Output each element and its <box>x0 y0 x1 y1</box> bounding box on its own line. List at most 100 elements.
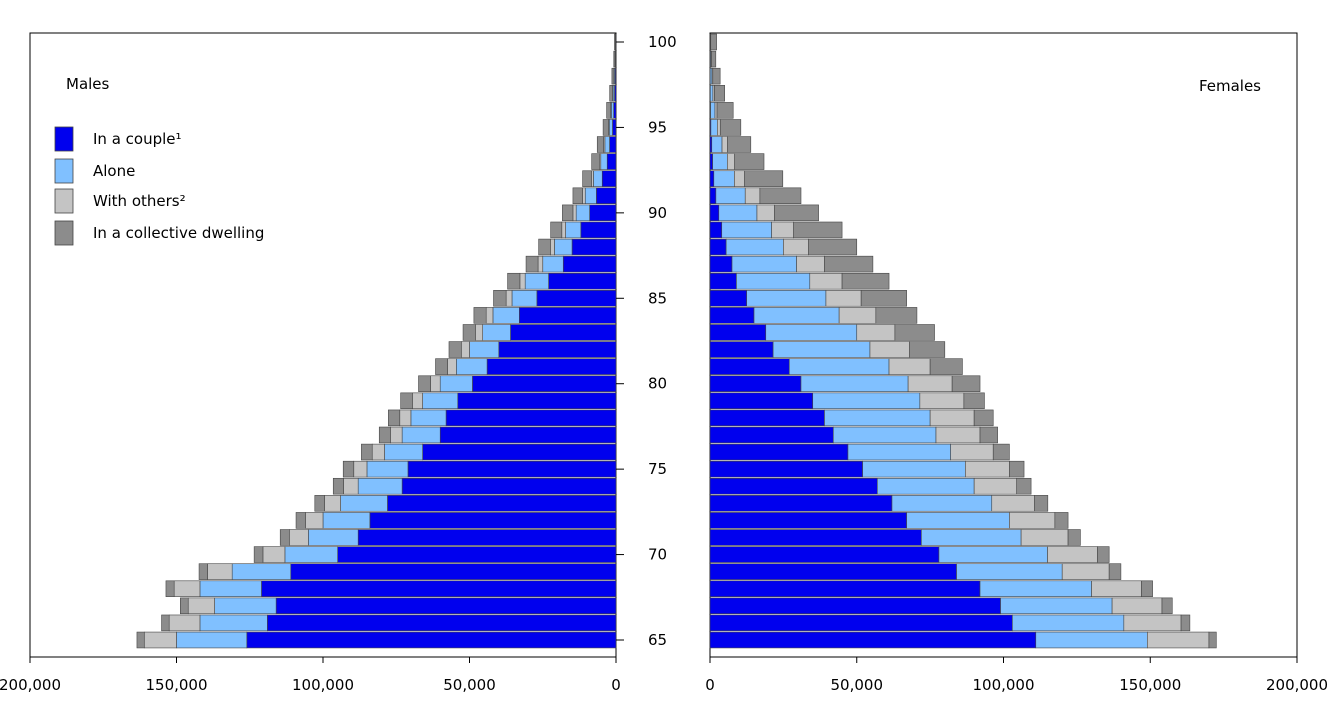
bar-females-collective-age-89 <box>793 221 843 239</box>
bar-females-alone-age-91 <box>715 187 746 205</box>
x-tick-label: 150,000 <box>1119 676 1181 694</box>
bar-males-alone-age-67 <box>214 597 277 615</box>
bar-females-alone-age-80 <box>800 375 909 392</box>
bar-females-collective-age-84 <box>875 307 918 324</box>
bar-males-couple-age-71 <box>357 529 617 546</box>
bar-females-others-age-80 <box>907 375 953 392</box>
age-tick-label: 65 <box>648 631 667 649</box>
bar-females-others-age-95 <box>717 119 721 136</box>
bar-males-couple-age-90 <box>589 204 617 222</box>
bar-females-others-age-70 <box>1047 546 1098 563</box>
bar-females-collective-age-77 <box>979 426 998 444</box>
bar-males-others-age-80 <box>430 375 441 392</box>
bar-females-alone-age-89 <box>721 221 772 239</box>
legend-label-couple: In a couple¹ <box>93 130 182 148</box>
bar-males-collective-age-72 <box>295 512 306 529</box>
bar-males-collective-age-96 <box>606 102 612 119</box>
bar-males-collective-age-65 <box>136 631 145 649</box>
bar-males-alone-age-84 <box>492 307 520 324</box>
bar-females-alone-age-95 <box>710 119 718 136</box>
bar-females-others-age-78 <box>929 409 975 427</box>
bar-males-couple-age-76 <box>422 443 617 461</box>
bar-males-others-age-84 <box>485 307 494 324</box>
age-tick-label: 90 <box>648 204 667 222</box>
bar-females-others-age-71 <box>1020 529 1069 546</box>
bar-females-others-age-65 <box>1147 631 1210 649</box>
bar-females-others-age-89 <box>771 221 794 239</box>
bar-males-couple-age-82 <box>498 341 617 358</box>
bar-females-collective-age-67 <box>1161 597 1173 615</box>
bar-females-alone-age-82 <box>772 341 871 358</box>
bar-females-others-age-88 <box>783 238 809 256</box>
bar-males-alone-age-88 <box>554 238 573 256</box>
bar-females-couple-age-75 <box>709 460 863 478</box>
bar-males-couple-age-86 <box>548 272 617 290</box>
bar-males-alone-age-80 <box>439 375 473 392</box>
bar-females-alone-age-94 <box>711 136 723 153</box>
bar-females-others-age-81 <box>888 358 931 375</box>
bar-females-alone-age-83 <box>765 324 858 341</box>
bar-females-others-age-73 <box>991 495 1035 512</box>
bar-males-collective-age-91 <box>572 187 583 205</box>
bar-females-collective-age-69 <box>1108 563 1122 580</box>
bar-females-couple-age-83 <box>709 324 767 341</box>
bar-males-alone-age-92 <box>593 170 603 187</box>
bar-males-others-age-76 <box>371 443 385 461</box>
x-tick-label: 200,000 <box>0 676 61 694</box>
bar-males-others-age-75 <box>353 460 368 478</box>
bar-males-collective-age-84 <box>473 307 487 324</box>
bar-males-couple-age-70 <box>337 546 617 563</box>
bar-males-collective-age-100 <box>614 33 616 51</box>
bar-females-alone-age-65 <box>1035 631 1148 649</box>
bar-females-couple-age-85 <box>709 290 747 307</box>
bar-females-alone-age-96 <box>710 102 716 119</box>
bar-females-collective-age-85 <box>860 290 907 307</box>
age-axis: 65 70 75 80 85 90 95 100 <box>616 33 677 649</box>
bar-males-couple-age-85 <box>536 290 617 307</box>
bar-females-others-age-69 <box>1061 563 1110 580</box>
bar-males-others-age-83 <box>475 324 483 341</box>
legend-swatch-alone <box>54 158 74 184</box>
bar-females-alone-age-90 <box>718 204 758 222</box>
bar-males-couple-age-68 <box>261 580 617 597</box>
bar-males-couple-age-89 <box>580 221 617 239</box>
bar-females-alone-age-93 <box>712 153 728 170</box>
bar-females-alone-age-76 <box>847 443 951 461</box>
bar-males-collective-age-99 <box>613 50 616 68</box>
age-tick-label: 85 <box>648 289 667 307</box>
bar-males-collective-age-77 <box>378 426 391 444</box>
bar-males-others-age-78 <box>399 409 412 427</box>
bar-females-collective-age-83 <box>894 324 935 341</box>
bar-females-others-age-86 <box>809 272 843 290</box>
bar-males-alone-age-68 <box>199 580 262 597</box>
bar-females-couple-age-91 <box>709 187 717 205</box>
bar-males-couple-age-83 <box>510 324 617 341</box>
bar-males-couple-age-87 <box>562 255 617 273</box>
bar-females-others-age-67 <box>1111 597 1163 615</box>
bar-males-alone-age-74 <box>357 477 403 495</box>
bar-females-collective-age-88 <box>808 238 858 256</box>
bar-females-collective-age-87 <box>824 255 874 273</box>
bar-males-collective-age-66 <box>161 614 170 632</box>
bar-males-alone-age-81 <box>456 358 488 375</box>
bar-females-alone-age-74 <box>876 477 975 495</box>
bar-males-alone-age-78 <box>410 409 447 427</box>
legend-label-others: With others² <box>93 192 186 210</box>
bar-females-couple-age-66 <box>709 614 1013 632</box>
bar-males-alone-age-77 <box>401 426 441 444</box>
bar-males-collective-age-74 <box>332 477 344 495</box>
bar-females-collective-age-78 <box>973 409 994 427</box>
age-tick-label: 80 <box>648 375 667 393</box>
bar-males-couple-age-66 <box>267 614 617 632</box>
bar-females-others-age-96 <box>714 102 718 119</box>
bar-males-alone-age-96 <box>611 102 614 119</box>
bar-males-collective-age-98 <box>611 67 615 85</box>
bar-females-couple-age-93 <box>709 153 713 170</box>
bar-males-others-age-70 <box>262 546 286 563</box>
bar-females-collective-age-68 <box>1141 580 1153 597</box>
bar-males-collective-age-88 <box>538 238 551 256</box>
legend-swatch-collective <box>54 220 74 246</box>
bar-males-collective-age-82 <box>448 341 462 358</box>
bar-males-collective-age-86 <box>507 272 521 290</box>
bar-females-alone-age-75 <box>862 460 966 478</box>
